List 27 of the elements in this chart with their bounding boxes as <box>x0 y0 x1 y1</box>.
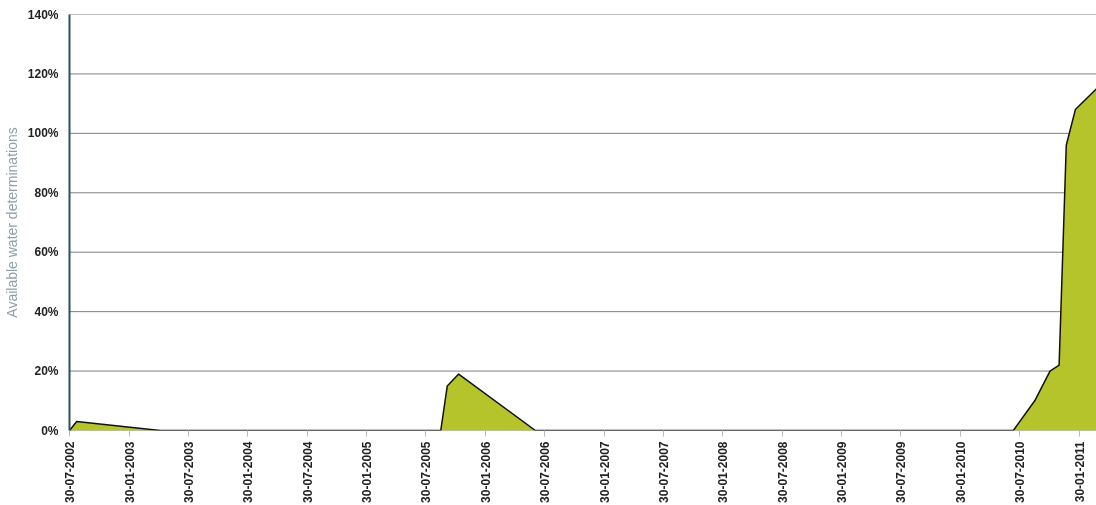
y-tick-label: 100% <box>27 126 59 141</box>
x-tick-label: 30-01-2006 <box>479 441 494 503</box>
x-tick-label: 30-07-2005 <box>419 441 434 503</box>
x-tick-label: 30-07-2008 <box>775 441 790 503</box>
x-tick-label: 30-01-2008 <box>716 441 731 503</box>
x-tick-label: 30-07-2002 <box>63 441 77 503</box>
x-tick-label: 30-01-2007 <box>597 441 612 503</box>
x-tick-label: 30-01-2010 <box>954 441 969 503</box>
x-tick-label: 30-01-2009 <box>835 441 850 503</box>
x-tick-label: 30-07-2010 <box>1012 441 1027 503</box>
y-tick-label: 120% <box>27 66 59 81</box>
y-tick-label: 140% <box>27 7 59 22</box>
y-tick-label: 80% <box>34 185 59 200</box>
y-tick-label: 0% <box>41 423 59 438</box>
y-tick-label: 40% <box>34 304 59 319</box>
y-tick-label: 60% <box>34 245 59 260</box>
x-tick-label: 30-07-2003 <box>181 441 196 503</box>
x-tick-label: 30-07-2004 <box>300 441 315 503</box>
x-tick-label: 30-01-2004 <box>241 441 256 503</box>
x-tick-label: 30-07-2009 <box>894 441 909 503</box>
x-tick-label: 30-07-2007 <box>656 441 671 503</box>
y-axis-title: Available water determinations <box>3 127 20 318</box>
x-tick-label: 30-01-2011 <box>1072 441 1087 503</box>
x-tick-label: 30-01-2003 <box>122 441 137 503</box>
x-tick-label: 30-07-2006 <box>537 441 552 503</box>
y-tick-label: 20% <box>34 364 59 379</box>
x-tick-label: 30-01-2005 <box>360 441 375 503</box>
